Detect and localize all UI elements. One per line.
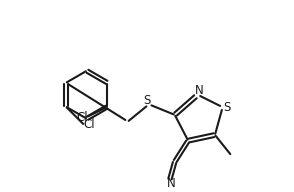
Text: Cl: Cl — [83, 118, 95, 131]
Text: S: S — [144, 94, 151, 107]
Text: N: N — [195, 84, 204, 97]
Text: S: S — [223, 101, 230, 114]
Text: Cl: Cl — [77, 111, 88, 124]
Text: N: N — [167, 177, 175, 190]
